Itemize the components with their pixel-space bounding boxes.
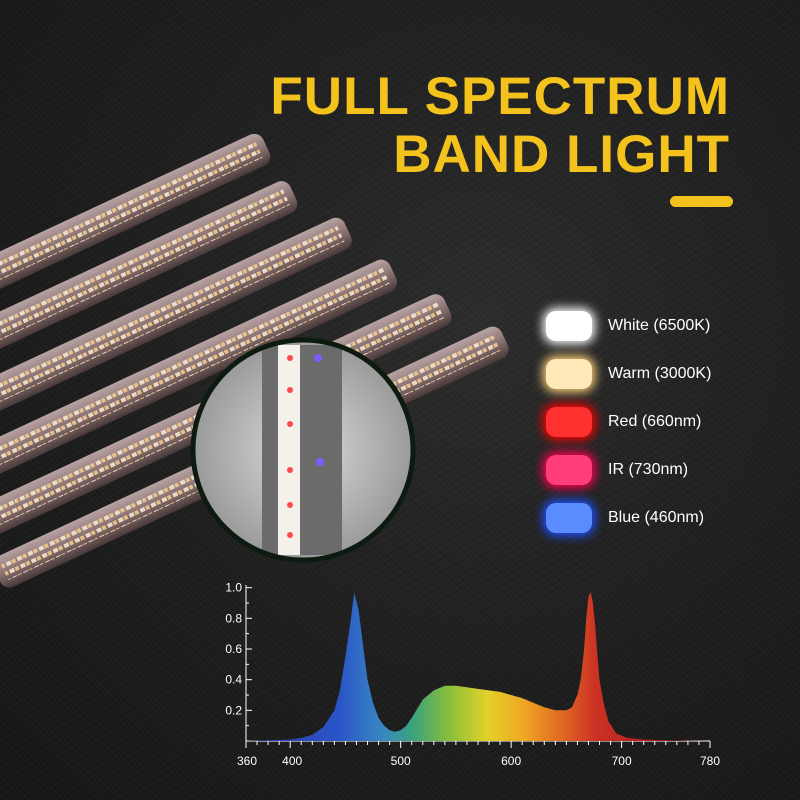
legend-item-blue: Blue (460nm) <box>546 494 711 542</box>
led-bar-1 <box>0 133 271 298</box>
headline-underline <box>670 196 733 207</box>
spectrum-area <box>246 592 710 741</box>
y-tick-label: 0.8 <box>225 611 242 625</box>
headline-line-2: BAND LIGHT <box>393 125 730 184</box>
headline-line-1: FULL SPECTRUM <box>270 67 730 126</box>
y-tick-label: 0.6 <box>225 642 242 656</box>
x-tick-label: 360 <box>237 754 257 768</box>
legend-label: White (6500K) <box>608 317 711 334</box>
legend-label: IR (730nm) <box>608 461 689 478</box>
legend-item-red: Red (660nm) <box>546 398 711 446</box>
x-tick-label: 400 <box>282 754 302 768</box>
chart-area-layer <box>246 592 710 741</box>
legend-item-warm: Warm (3000K) <box>546 350 711 398</box>
x-tick-label: 700 <box>612 754 632 768</box>
blue-led-swatch <box>546 503 592 533</box>
white-led-swatch <box>546 311 592 341</box>
y-tick-label: 0.4 <box>225 673 242 687</box>
led-bar-4 <box>0 259 398 483</box>
x-tick-label: 600 <box>501 754 521 768</box>
x-tick-label: 500 <box>391 754 411 768</box>
warm-led-swatch <box>546 359 592 389</box>
legend-label: Blue (460nm) <box>608 509 705 526</box>
headline: FULL SPECTRUM BAND LIGHT <box>270 68 730 184</box>
ir-led-swatch <box>546 455 592 485</box>
legend-item-white: White (6500K) <box>546 302 711 350</box>
spectrum-legend: White (6500K) Warm (3000K) Red (660nm) I… <box>546 302 711 542</box>
magnifier-lens <box>190 337 416 563</box>
legend-item-ir: IR (730nm) <box>546 446 711 494</box>
legend-label: Red (660nm) <box>608 413 702 430</box>
x-tick-label: 780 <box>700 754 720 768</box>
y-tick-label: 0.2 <box>225 703 242 717</box>
led-bar-3 <box>0 217 352 420</box>
x-axis-ticks: 360 400 500 600 700 780 <box>237 741 720 768</box>
y-axis-ticks: 0.2 0.4 0.6 0.8 1.0 <box>225 581 252 727</box>
legend-label: Warm (3000K) <box>608 365 712 382</box>
red-led-swatch <box>546 407 592 437</box>
y-tick-label: 1.0 <box>225 581 242 595</box>
led-bar-2 <box>0 181 298 358</box>
